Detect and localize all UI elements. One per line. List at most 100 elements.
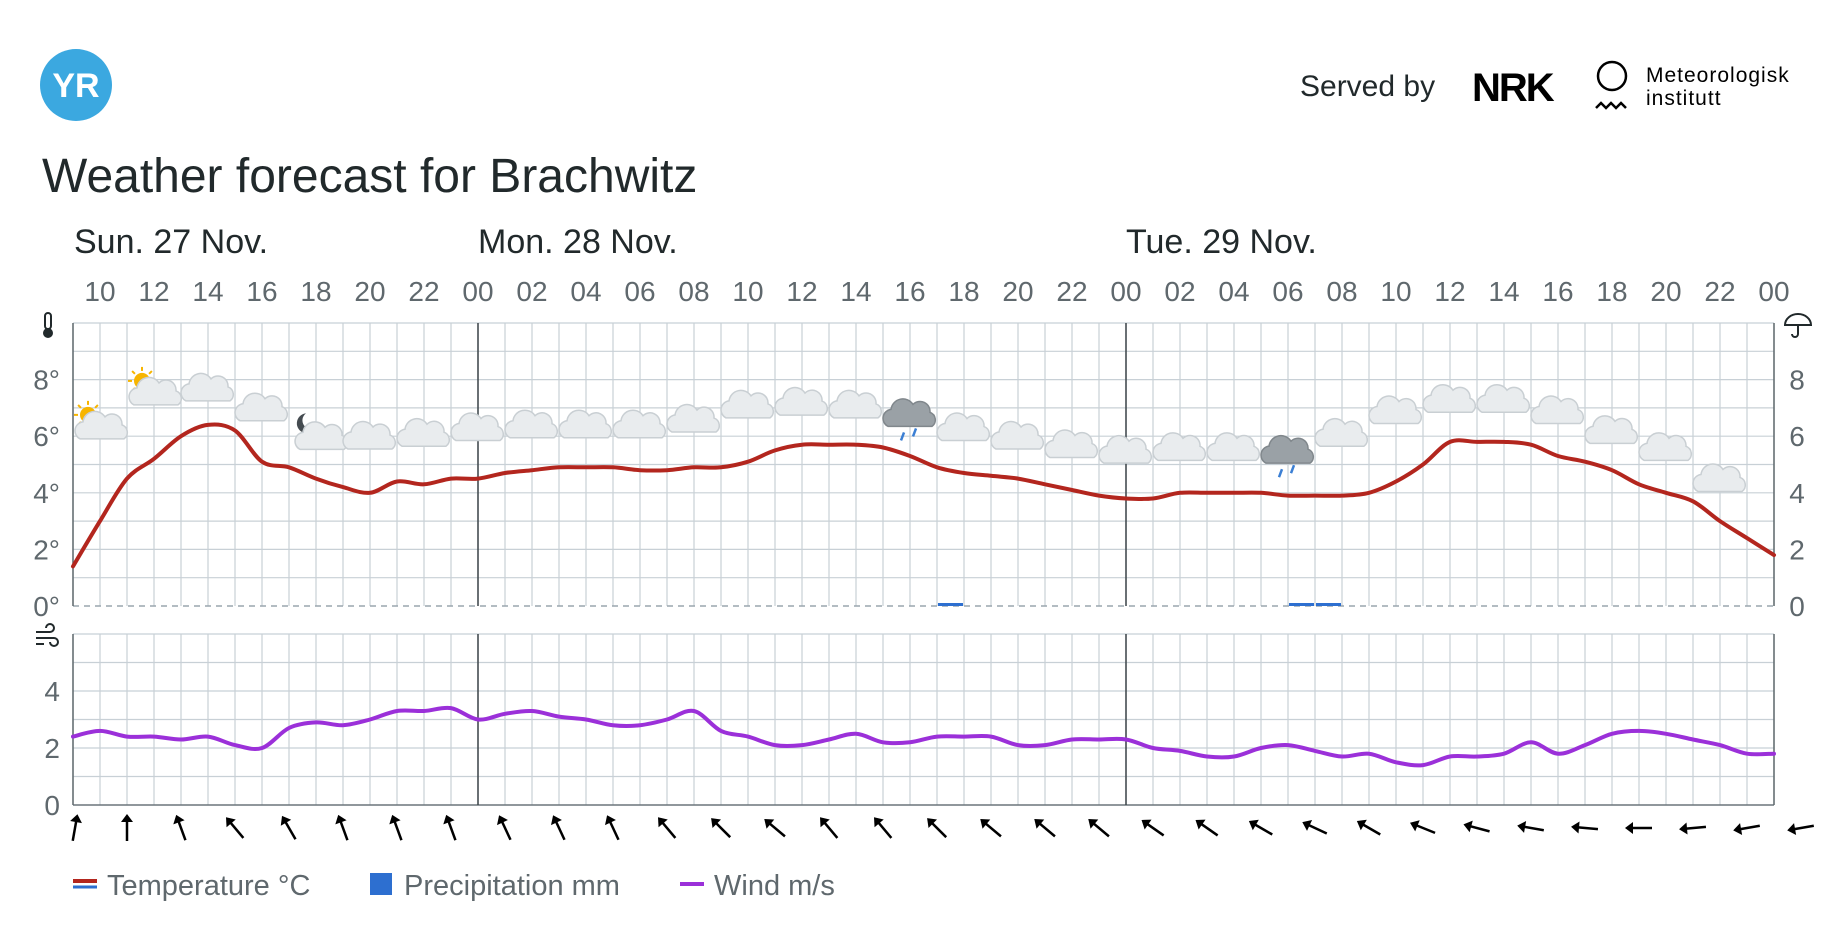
wind-arrow-icon [121, 814, 133, 841]
cloud-shape [1314, 418, 1368, 447]
wind-line [71, 705, 1776, 768]
wind-direction-arrows [70, 814, 1815, 842]
cloud-shape [1476, 384, 1530, 413]
moon-shape [296, 413, 316, 434]
cloud-shape [1368, 395, 1422, 425]
arrow-head [711, 818, 721, 828]
hour-label: 12 [138, 276, 169, 307]
arrow-head [1787, 823, 1797, 835]
hour-label: 16 [894, 276, 925, 307]
cloud-icon [342, 420, 396, 450]
wind-arrow-icon [1195, 819, 1219, 837]
precipitation-bar [1289, 603, 1314, 606]
arrow-head [874, 817, 884, 828]
wind-arrow-icon [764, 819, 786, 838]
sun-ray [131, 370, 136, 375]
legend-swatch-precipitation [370, 873, 392, 895]
cloud-icon [720, 389, 774, 419]
hour-label: 12 [786, 276, 817, 307]
hour-label: 22 [408, 276, 439, 307]
hour-label: 18 [1596, 276, 1627, 307]
arrow-head [1034, 819, 1045, 829]
rain-cloud-icon [882, 398, 936, 441]
hour-label: 20 [1002, 276, 1033, 307]
yr-logo-text: YR [52, 67, 99, 105]
cloud-shape [558, 409, 612, 439]
wind-arrow-icon [1302, 820, 1328, 835]
hour-label: 18 [300, 276, 331, 307]
arrow-head [1733, 823, 1743, 835]
wind-arrow-icon [1463, 820, 1490, 833]
arrow-head [1679, 822, 1688, 835]
rain-drop [1289, 464, 1296, 474]
wind-arrow-icon [173, 814, 187, 841]
precipitation-tick-label: 0 [1789, 591, 1805, 622]
wind-arrow-icon [874, 817, 893, 839]
legend-item-precipitation[interactable]: Precipitation mm [370, 870, 620, 902]
temperature-tick-label: 6° [33, 421, 60, 452]
day-label: Sun. 27 Nov. [74, 223, 268, 261]
cloud-icon [1368, 395, 1422, 425]
met-logo-icon [1596, 60, 1628, 92]
sun-ray [94, 404, 99, 409]
wind-arrow-icon [980, 819, 1002, 838]
arrow-head [1195, 819, 1206, 830]
cloud-icon [1422, 384, 1476, 413]
legend-label: Wind m/s [714, 870, 835, 902]
arrow-head [173, 814, 185, 825]
wind-tick-label: 0 [44, 790, 60, 821]
sun-ray [77, 404, 82, 409]
hour-label: 04 [1218, 276, 1249, 307]
cloud-icon [1206, 432, 1260, 462]
temperature-tick-label: 0° [33, 591, 60, 622]
hour-label: 16 [246, 276, 277, 307]
arrow-head [551, 815, 562, 826]
cloud-icon [1638, 432, 1692, 462]
arrow-head [1517, 821, 1527, 833]
rain-drop [1277, 468, 1284, 478]
cloud-shape [342, 420, 396, 450]
hour-label: 04 [570, 276, 601, 307]
chart-grid [72, 322, 1775, 806]
temperature-series [71, 422, 1776, 569]
cloud-icon [1044, 429, 1098, 459]
cloud-shape [666, 403, 720, 433]
hour-label: 08 [678, 276, 709, 307]
hour-label: 14 [1488, 276, 1519, 307]
temperature-tick-label: 8° [33, 365, 60, 396]
arrow-head [1141, 819, 1152, 830]
nrk-logo[interactable]: NRK [1472, 66, 1557, 110]
hour-label: 14 [192, 276, 223, 307]
sun-ray [148, 370, 153, 375]
cloud-shape [882, 398, 936, 428]
wind-arrow-icon [1248, 819, 1273, 836]
wind-arrow-icon [711, 818, 732, 839]
wind-arrow-icon [658, 817, 677, 839]
wind-arrow-icon [226, 817, 245, 839]
yr-logo[interactable]: YR [40, 49, 112, 121]
cloud-icon [1476, 384, 1530, 413]
legend-item-wind[interactable]: Wind m/s [680, 870, 835, 902]
precipitation-tick-label: 6 [1789, 421, 1805, 452]
hour-label: 10 [1380, 276, 1411, 307]
thermometer-icon [43, 312, 53, 338]
cloud-icon [180, 372, 234, 402]
arrow-head [605, 815, 616, 826]
hour-label: 14 [840, 276, 871, 307]
wind-tick-label: 4 [44, 676, 60, 707]
arrow-head [1248, 819, 1259, 831]
wind-arrow-icon [551, 815, 566, 841]
cloud-shape [396, 418, 450, 447]
wind-arrow-icon [1733, 823, 1761, 835]
cloud-shape [74, 410, 128, 440]
arrow-head [1463, 820, 1473, 833]
met-logo[interactable]: Meteorologisk institutt [1595, 60, 1790, 110]
precipitation-tick-label: 8 [1789, 365, 1805, 396]
umbrella-canopy [1783, 313, 1813, 326]
wind-series [71, 705, 1776, 768]
legend-item-temperature[interactable]: Temperature °C [73, 870, 310, 902]
cloud-icon [1314, 418, 1368, 447]
wind-arrow-icon [1679, 822, 1707, 835]
chart-axes: 0° 2° 4° 6° 8° 0 2 4 6 8 0 2 4 [33, 312, 1813, 821]
